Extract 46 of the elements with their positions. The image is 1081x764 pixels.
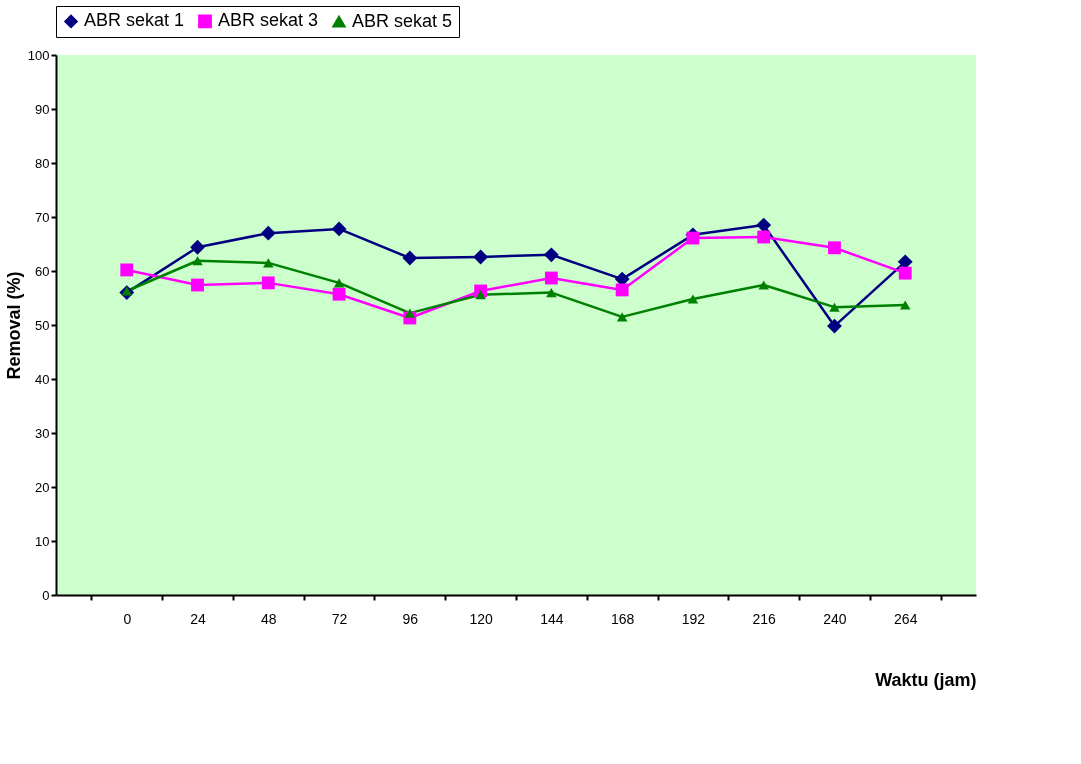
y-tick-label: 0 <box>42 587 50 603</box>
legend-label: ABR sekat 5 <box>352 10 453 31</box>
point <box>191 278 204 292</box>
x-tick-label: 96 <box>402 610 419 627</box>
point <box>544 271 558 285</box>
x-tick-label: 48 <box>261 610 277 627</box>
legend-label: ABR sekat 1 <box>84 10 185 31</box>
y-tick-label: 90 <box>35 101 50 117</box>
point <box>120 263 134 277</box>
legend-label: ABR sekat 3 <box>218 10 319 31</box>
y-tick-label: 10 <box>35 533 50 549</box>
x-tick-label: 24 <box>190 610 207 627</box>
x-axis-title: Waktu (jam) <box>875 669 977 690</box>
y-tick-label: 80 <box>35 155 50 171</box>
point <box>402 250 418 266</box>
x-tick-label: 264 <box>894 610 918 627</box>
point <box>260 225 276 241</box>
point <box>827 318 842 334</box>
point <box>828 241 841 255</box>
y-tick-label: 100 <box>27 47 50 63</box>
y-tick-label: 50 <box>35 317 50 333</box>
point <box>332 287 346 301</box>
point <box>261 276 275 290</box>
point <box>756 217 772 233</box>
point <box>473 249 489 265</box>
x-tick-label: 72 <box>331 610 348 627</box>
y-tick-label: 20 <box>35 479 50 495</box>
x-tick-label: 0 <box>123 610 132 627</box>
point <box>757 230 771 244</box>
point <box>686 231 700 245</box>
x-tick-label: 192 <box>681 610 706 627</box>
point <box>615 283 629 297</box>
point <box>898 266 912 280</box>
y-axis-title: Removal (%) <box>3 271 24 380</box>
point <box>543 247 559 263</box>
y-tick-label: 70 <box>35 209 50 225</box>
x-tick-label: 216 <box>752 610 777 627</box>
x-tick-label: 144 <box>540 610 564 627</box>
point <box>331 221 347 237</box>
x-tick-label: 168 <box>610 610 635 627</box>
y-tick-label: 40 <box>35 371 50 387</box>
point <box>190 239 205 255</box>
x-tick-label: 120 <box>469 610 494 627</box>
x-tick-label: 240 <box>823 610 847 627</box>
y-tick-label: 30 <box>35 425 50 441</box>
y-tick-label: 60 <box>35 263 50 279</box>
